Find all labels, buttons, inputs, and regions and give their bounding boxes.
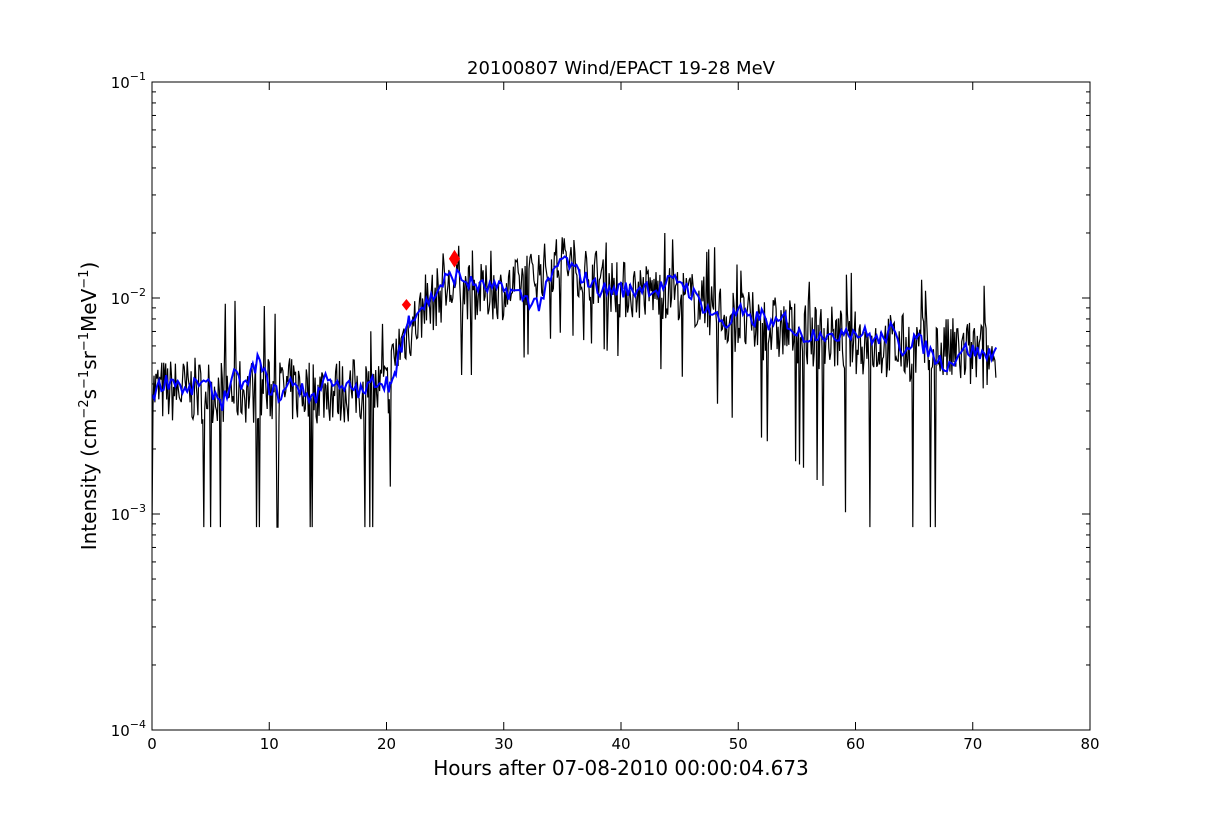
x-tick-label: 20 (377, 735, 396, 753)
x-axis-title: Hours after 07-08-2010 00:00:04.673 (433, 756, 809, 780)
raw-intensity-line (152, 232, 997, 528)
x-tick-label: 80 (1080, 735, 1099, 753)
x-tick-label: 60 (846, 735, 865, 753)
y-tick-label: 10−3 (111, 502, 146, 524)
y-tick-label: 10−4 (111, 718, 146, 740)
x-axis: 0 10 20 30 40 50 60 70 80 (147, 82, 1100, 753)
series-layer (152, 232, 998, 528)
y-axis-title: Intensity (cm−2s−1sr−1MeV−1) (77, 262, 101, 551)
x-tick-label: 40 (611, 735, 630, 753)
y-tick-label: 10−1 (111, 70, 146, 92)
x-tick-label: 70 (963, 735, 982, 753)
x-tick-label: 50 (729, 735, 748, 753)
x-tick-label: 0 (147, 735, 157, 753)
event-marker (401, 299, 412, 311)
y-tick-label: 10−2 (111, 286, 146, 308)
marker-layer (401, 249, 461, 311)
smoothed-intensity-line (152, 255, 998, 411)
event-marker (448, 249, 461, 268)
chart-title: 20100807 Wind/EPACT 19-28 MeV (467, 58, 776, 79)
x-tick-label: 30 (494, 735, 513, 753)
x-tick-label: 10 (260, 735, 279, 753)
y-axis: 10−4 10−3 10−2 10−1 (111, 70, 1090, 740)
